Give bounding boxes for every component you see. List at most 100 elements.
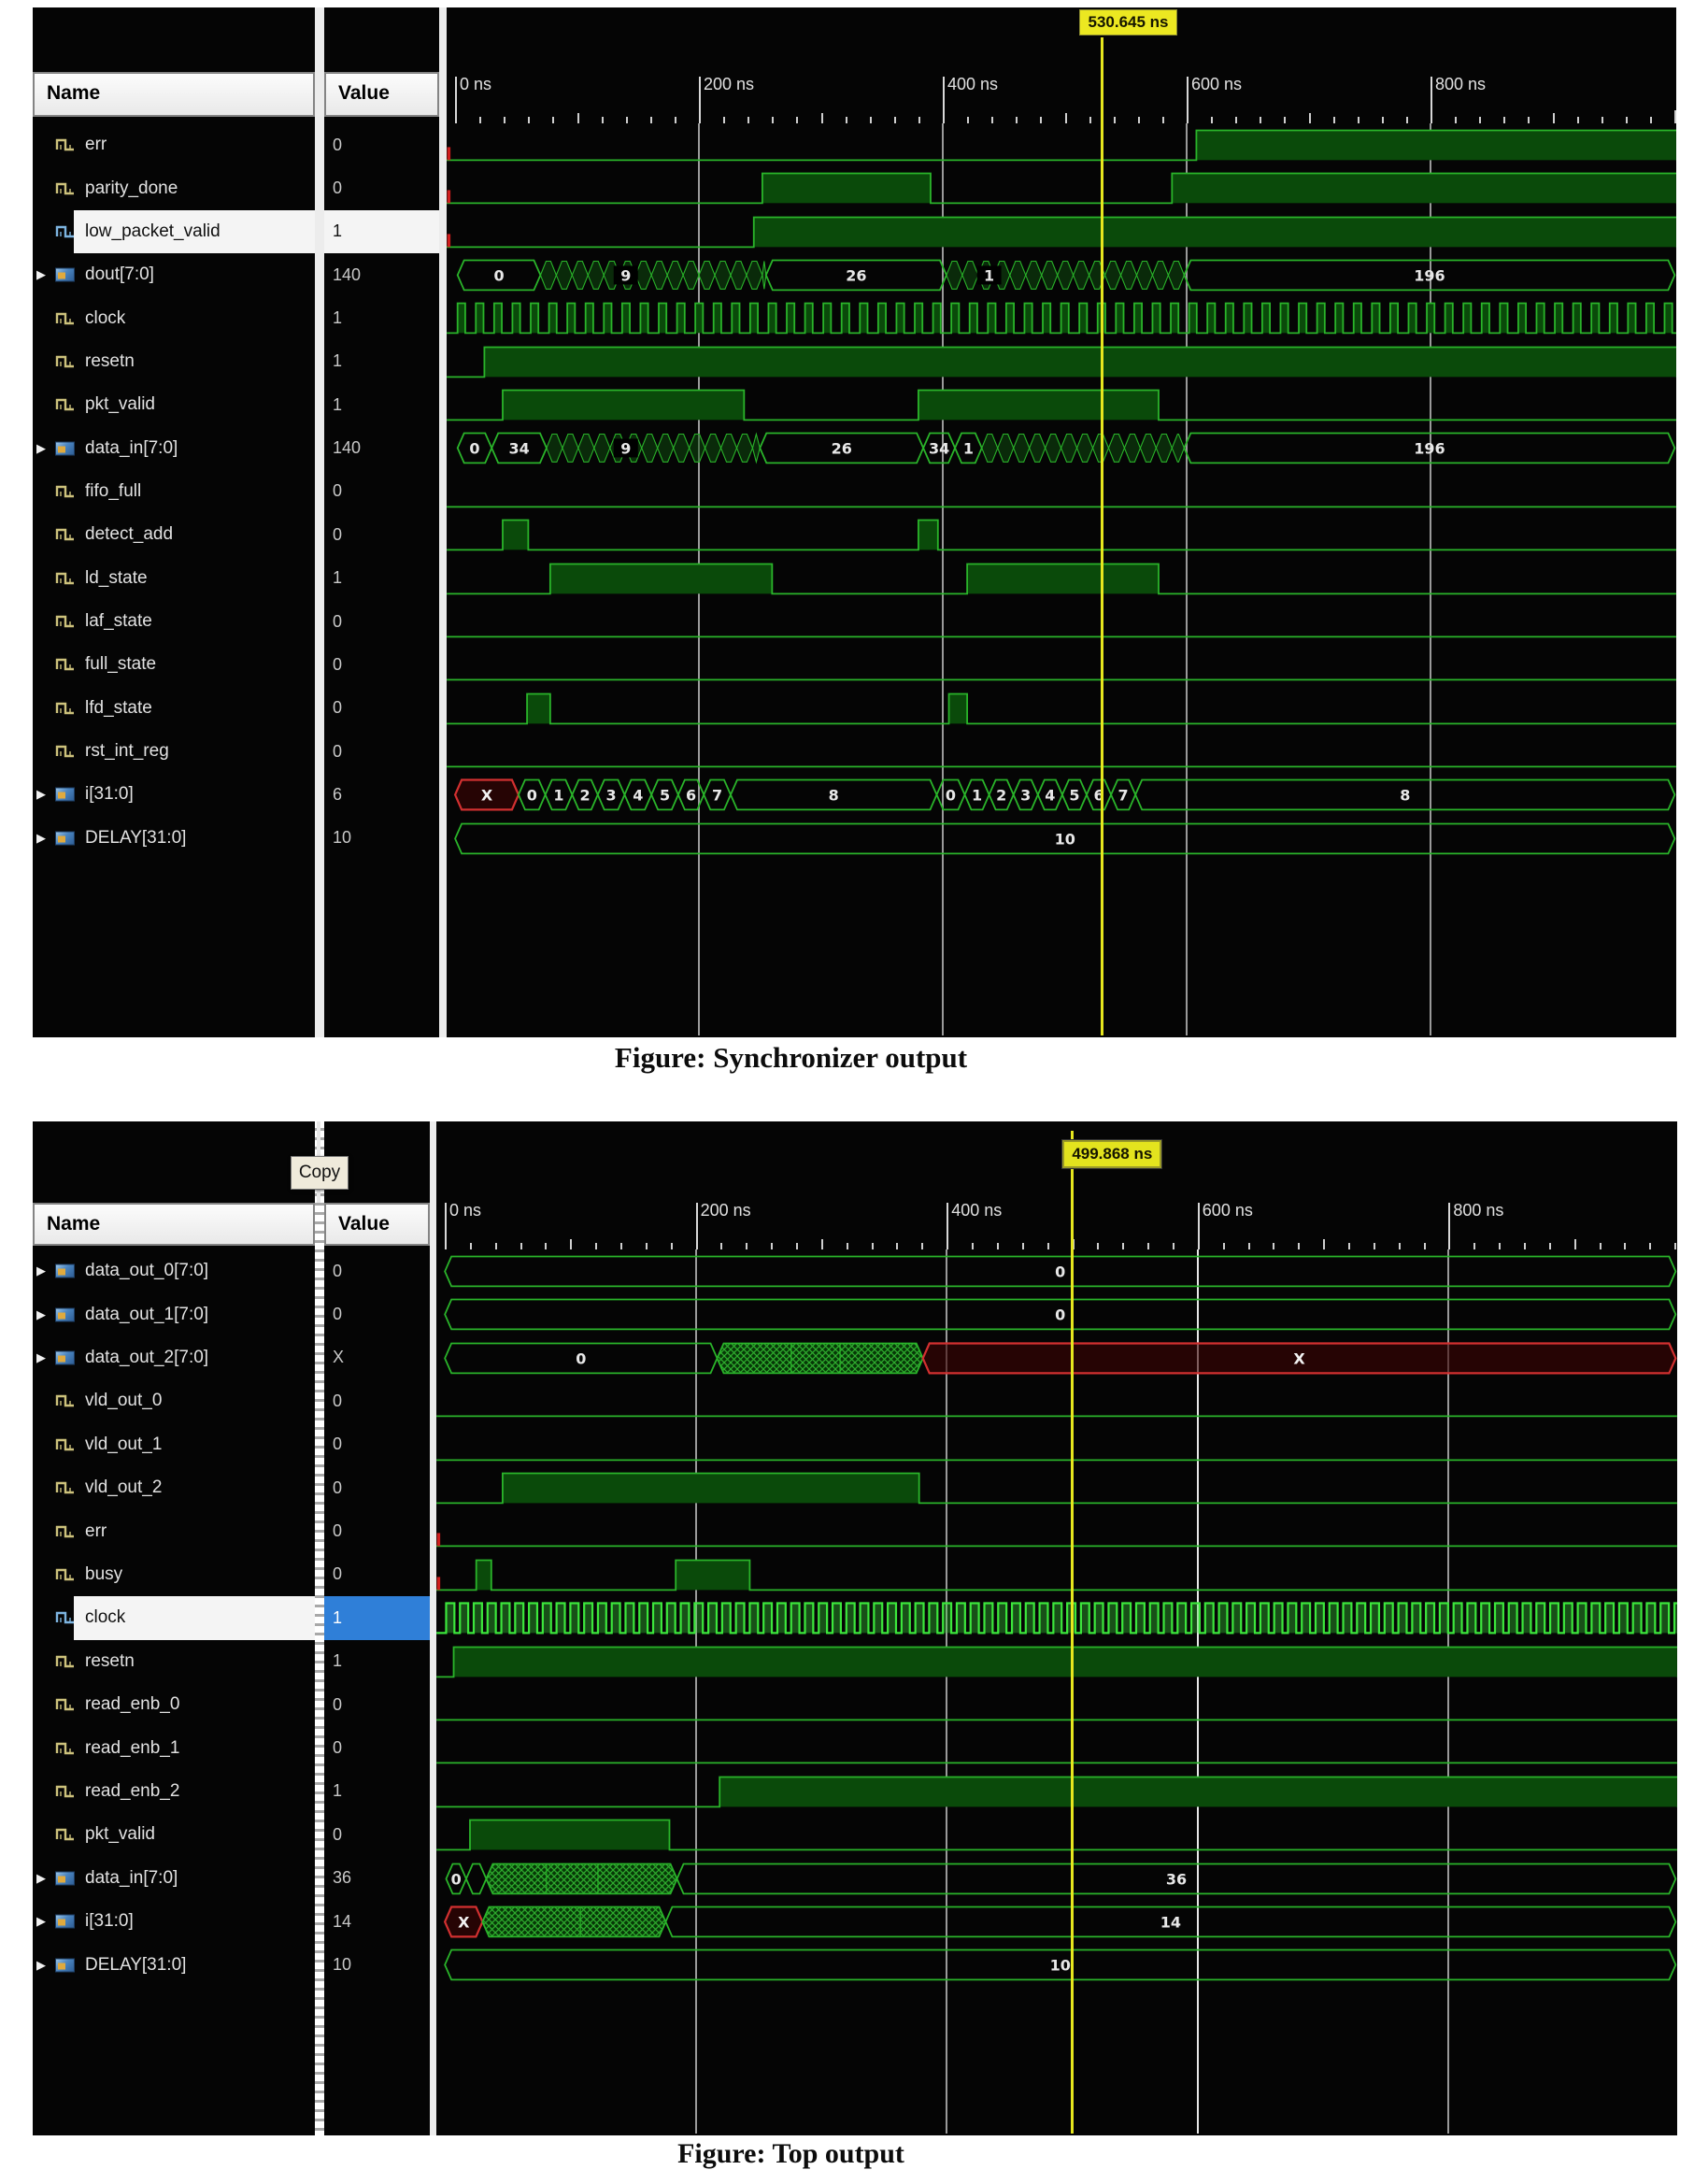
signal-row-read_enb_0[interactable]: read_enb_0 <box>33 1683 315 1726</box>
signal-value: 1 <box>324 209 439 254</box>
signal-row-clock[interactable]: clock <box>33 1596 315 1640</box>
value-wave-splitter[interactable] <box>439 7 447 1037</box>
time-tick-label: 400 ns <box>951 1201 1003 1220</box>
signal-row-dout[7:0][interactable]: ▶ dout[7:0] <box>33 253 315 296</box>
name-column-header[interactable]: Name <box>33 72 315 117</box>
name-column-header[interactable]: Name <box>33 1203 315 1246</box>
signal-row-rst_int_reg[interactable]: rst_int_reg <box>33 730 315 773</box>
name-value-splitter[interactable] <box>315 7 324 1037</box>
names-panel: Name ▶ data_out_0[7:0] ▶ data_out_1[7:0] ▶ da… <box>33 1121 315 2135</box>
svg-text:9: 9 <box>620 440 631 458</box>
expand-icon[interactable]: ▶ <box>36 1306 46 1321</box>
cursor-line[interactable] <box>1071 1131 1075 2134</box>
signal-row-fifo_full[interactable]: fifo_full <box>33 470 315 513</box>
signal-row-i[31:0][interactable]: ▶ i[31:0] <box>33 773 315 816</box>
scalar-signal-icon <box>55 700 76 717</box>
signal-row-clock[interactable]: clock <box>33 296 315 339</box>
signal-row-ld_state[interactable]: ld_state <box>33 557 315 600</box>
time-tick-label: 600 ns <box>1202 1201 1253 1220</box>
signal-row-parity_done[interactable]: parity_done <box>33 166 315 209</box>
signal-row-laf_state[interactable]: laf_state <box>33 600 315 643</box>
wave-data_out_1[7:0]: 0 <box>444 1298 1677 1331</box>
scalar-signal-icon <box>55 396 76 413</box>
signal-row-vld_out_1[interactable]: vld_out_1 <box>33 1423 315 1466</box>
signal-row-data_out_0[7:0][interactable]: ▶ data_out_0[7:0] <box>33 1249 315 1292</box>
scalar-signal-icon <box>55 483 76 500</box>
expand-icon[interactable]: ▶ <box>36 1957 46 1972</box>
signal-row-low_packet_valid[interactable]: low_packet_valid <box>33 209 315 254</box>
signal-row-pkt_valid[interactable]: pkt_valid <box>33 383 315 426</box>
signal-name: dout[7:0] <box>85 264 154 285</box>
signal-name: data_in[7:0] <box>85 437 178 458</box>
bus-signal-icon <box>55 267 75 282</box>
signal-row-data_out_1[7:0][interactable]: ▶ data_out_1[7:0] <box>33 1292 315 1335</box>
signal-row-data_out_2[7:0][interactable]: ▶ data_out_2[7:0] <box>33 1336 315 1379</box>
bus-signal-icon <box>55 441 75 456</box>
expand-icon[interactable]: ▶ <box>36 1349 46 1364</box>
signal-row-data_in[7:0][interactable]: ▶ data_in[7:0] <box>33 426 315 469</box>
signal-row-i[31:0][interactable]: ▶ i[31:0] <box>33 1900 315 1943</box>
cursor-label[interactable]: 530.645 ns <box>1079 9 1177 36</box>
signal-value: 1 <box>333 1651 343 1671</box>
signal-row-vld_out_2[interactable]: vld_out_2 <box>33 1466 315 1509</box>
expand-icon[interactable]: ▶ <box>36 440 46 455</box>
signal-row-full_state[interactable]: full_state <box>33 643 315 686</box>
signal-row-vld_out_0[interactable]: vld_out_0 <box>33 1379 315 1422</box>
svg-text:26: 26 <box>832 440 852 458</box>
signal-row-resetn[interactable]: resetn <box>33 340 315 383</box>
wave-panel[interactable]: 0 ns 200 ns 400 ns 600 ns 800 ns 0 0 0 X 0 36 X 14 1… <box>436 1121 1677 2135</box>
expand-icon[interactable]: ▶ <box>36 787 46 802</box>
value-wave-splitter[interactable] <box>430 1121 436 2135</box>
signal-row-DELAY[31:0][interactable]: ▶ DELAY[31:0] <box>33 817 315 860</box>
signal-name: vld_out_0 <box>85 1391 163 1411</box>
svg-text:0: 0 <box>946 787 956 805</box>
signal-row-data_in[7:0][interactable]: ▶ data_in[7:0] <box>33 1857 315 1900</box>
cursor-line[interactable] <box>1101 37 1104 1035</box>
signal-row-pkt_valid[interactable]: pkt_valid <box>33 1813 315 1856</box>
signal-name: DELAY[31:0] <box>85 1954 187 1975</box>
svg-text:1: 1 <box>963 440 974 458</box>
expand-icon[interactable]: ▶ <box>36 1870 46 1885</box>
wave-resetn <box>436 1646 1677 1677</box>
copy-button[interactable]: Copy <box>291 1156 349 1190</box>
expand-icon[interactable]: ▶ <box>36 1914 46 1929</box>
expand-icon[interactable]: ▶ <box>36 267 46 282</box>
expand-icon[interactable]: ▶ <box>36 1263 46 1278</box>
signal-row-lfd_state[interactable]: lfd_state <box>33 687 315 730</box>
wave-panel[interactable]: 0 ns 200 ns 400 ns 600 ns 800 ns 0 9 26 1 196 0 34… <box>447 7 1676 1037</box>
timeline-ruler[interactable]: 0 ns 200 ns 400 ns 600 ns 800 ns <box>447 65 1676 123</box>
value-column-header[interactable]: Value <box>324 72 439 117</box>
signal-name: clock <box>85 307 126 328</box>
signal-row-resetn[interactable]: resetn <box>33 1640 315 1683</box>
signal-row-err[interactable]: err <box>33 123 315 166</box>
signal-row-detect_add[interactable]: detect_add <box>33 513 315 556</box>
scalar-signal-icon <box>55 613 76 630</box>
signal-name: i[31:0] <box>85 1911 134 1932</box>
wave-data_in[7:0]: 0 34 9 26 34 1 196 <box>456 432 1676 464</box>
signal-name: data_out_2[7:0] <box>85 1347 209 1367</box>
signal-row-err[interactable]: err <box>33 1509 315 1552</box>
wave-parity_done <box>447 172 1676 205</box>
signal-row-DELAY[31:0][interactable]: ▶ DELAY[31:0] <box>33 1943 315 1986</box>
signal-row-read_enb_2[interactable]: read_enb_2 <box>33 1770 315 1813</box>
signal-name: err <box>85 135 107 155</box>
signal-row-busy[interactable]: busy <box>33 1553 315 1596</box>
signal-value: 10 <box>333 828 352 848</box>
value-column-header[interactable]: Value <box>324 1203 430 1246</box>
signal-name: DELAY[31:0] <box>85 827 187 848</box>
name-value-splitter[interactable] <box>315 1121 324 2135</box>
svg-text:X: X <box>458 1913 469 1931</box>
svg-text:6: 6 <box>686 787 696 805</box>
wave-pkt_valid <box>436 1819 1677 1851</box>
wave-clock <box>447 302 1676 335</box>
cursor-label[interactable]: 499.868 ns <box>1062 1140 1162 1168</box>
svg-text:8: 8 <box>1400 787 1410 805</box>
signal-row-read_enb_1[interactable]: read_enb_1 <box>33 1726 315 1769</box>
wave-laf_state <box>447 635 1676 638</box>
wave-err <box>447 129 1676 162</box>
timeline-ruler[interactable]: 0 ns 200 ns 400 ns 600 ns 800 ns <box>436 1192 1677 1249</box>
signal-name: data_in[7:0] <box>85 1867 178 1888</box>
signal-value: 0 <box>333 1305 343 1324</box>
expand-icon[interactable]: ▶ <box>36 830 46 845</box>
